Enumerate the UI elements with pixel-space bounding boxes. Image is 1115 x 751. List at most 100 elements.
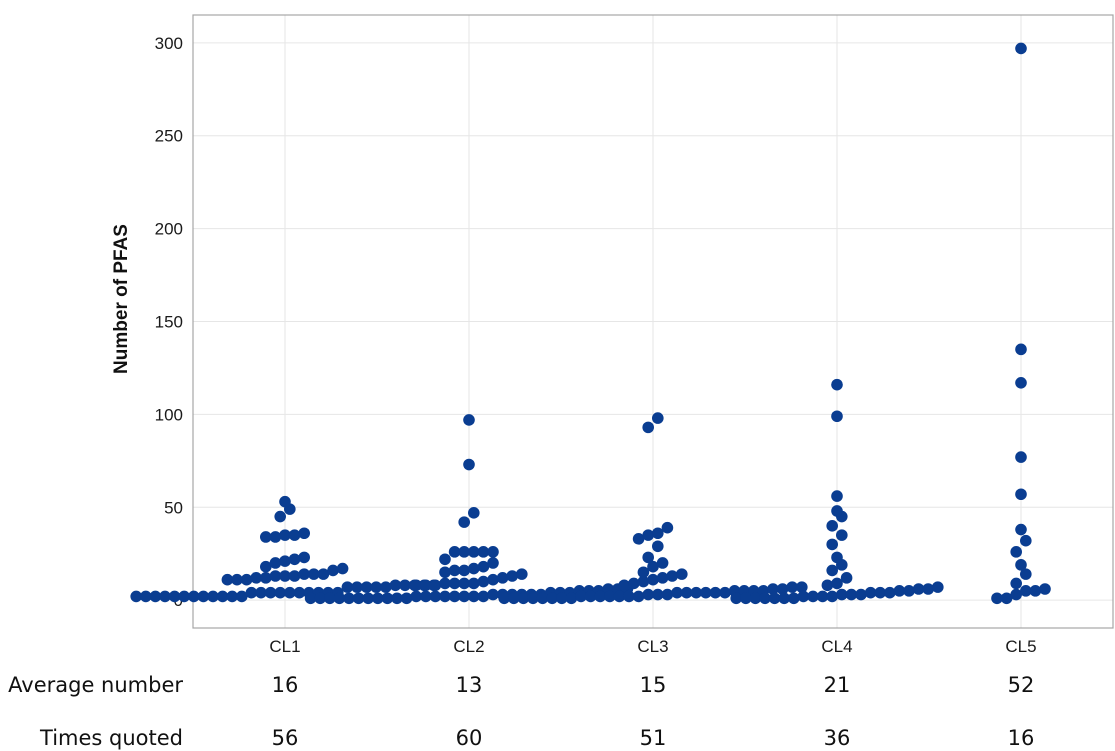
data-point-cl3 bbox=[676, 568, 688, 580]
data-point-cl4 bbox=[912, 583, 925, 595]
data-point-cl1 bbox=[250, 572, 262, 584]
data-point-cl3 bbox=[628, 577, 640, 590]
data-point-cl3 bbox=[661, 588, 674, 601]
data-point-cl5 bbox=[1039, 583, 1051, 595]
data-point-cl5 bbox=[1015, 451, 1027, 463]
data-point-cl5 bbox=[1010, 588, 1022, 601]
data-point-cl3 bbox=[632, 590, 645, 603]
data-point-cl5 bbox=[1029, 585, 1042, 597]
data-point-cl2 bbox=[496, 572, 509, 584]
data-point-cl2 bbox=[458, 516, 471, 528]
data-point-cl3 bbox=[656, 572, 669, 584]
data-point-cl2 bbox=[333, 592, 346, 605]
data-point-cl3 bbox=[666, 570, 678, 582]
data-point-cl2 bbox=[477, 560, 490, 573]
data-point-cl3 bbox=[575, 590, 587, 603]
data-point-cl1 bbox=[298, 568, 311, 580]
data-point-cl2 bbox=[410, 579, 423, 592]
data-point-cl1 bbox=[260, 531, 272, 543]
data-point-cl3 bbox=[652, 540, 664, 553]
data-point-cl4 bbox=[831, 490, 843, 502]
data-point-cl2 bbox=[458, 546, 471, 558]
data-point-cl2 bbox=[458, 577, 471, 590]
data-point-cl5 bbox=[1015, 523, 1027, 536]
data-point-cl4 bbox=[831, 577, 843, 590]
data-point-cl1 bbox=[288, 529, 301, 541]
data-point-cl2 bbox=[477, 575, 490, 588]
data-point-cl2 bbox=[381, 592, 394, 605]
data-point-cl1 bbox=[240, 573, 253, 586]
data-point-cl2 bbox=[468, 546, 480, 558]
data-point-cl2 bbox=[468, 577, 480, 590]
data-point-cl1 bbox=[308, 568, 320, 580]
data-point-cl5 bbox=[1015, 42, 1027, 55]
y-tick-label: 50 bbox=[164, 498, 183, 517]
data-point-cl1 bbox=[399, 579, 411, 592]
data-point-cl1 bbox=[260, 560, 272, 573]
data-point-cl1 bbox=[207, 590, 219, 603]
data-point-cl2 bbox=[420, 579, 432, 592]
data-point-cl1 bbox=[226, 590, 238, 603]
average-number-value: 15 bbox=[640, 673, 667, 697]
data-point-cl1 bbox=[370, 581, 383, 593]
plot-area-frame bbox=[192, 14, 1114, 629]
data-point-cl1 bbox=[298, 551, 311, 564]
y-axis-ticks: 050100150200250300 bbox=[155, 34, 183, 610]
data-point-cl4 bbox=[903, 585, 915, 597]
data-point-cl4 bbox=[826, 564, 838, 577]
data-point-cl5 bbox=[1000, 592, 1013, 605]
data-point-cl4 bbox=[788, 592, 800, 605]
times-quoted-value: 56 bbox=[272, 726, 299, 750]
data-point-cl2 bbox=[314, 592, 327, 605]
data-point-cl4 bbox=[836, 588, 848, 601]
times-quoted-value: 51 bbox=[640, 726, 667, 750]
data-point-cl2 bbox=[487, 573, 499, 586]
data-point-cl1 bbox=[279, 570, 291, 582]
data-point-cl3 bbox=[632, 533, 645, 545]
y-axis-title: Number of PFAS bbox=[111, 224, 132, 374]
average-number-row: 16 13 15 21 52 bbox=[272, 673, 1035, 697]
data-point-cl3 bbox=[637, 566, 650, 579]
data-point-cl2 bbox=[304, 592, 317, 605]
times-quoted-row: 56 60 51 36 16 bbox=[272, 726, 1035, 750]
data-point-cl4 bbox=[831, 551, 843, 564]
data-point-cl1 bbox=[380, 581, 392, 593]
data-point-cl5 bbox=[991, 592, 1003, 605]
data-point-cl3 bbox=[517, 592, 530, 605]
data-point-cl1 bbox=[351, 581, 363, 593]
data-point-cl2 bbox=[372, 592, 384, 605]
data-point-cl1 bbox=[255, 586, 267, 599]
data-point-cl2 bbox=[420, 590, 432, 603]
data-point-cl2 bbox=[463, 414, 475, 426]
data-point-cl2 bbox=[468, 590, 480, 603]
data-point-cl4 bbox=[797, 590, 810, 603]
data-point-cl3 bbox=[594, 590, 606, 603]
average-number-value: 13 bbox=[456, 673, 483, 697]
data-point-cl2 bbox=[439, 553, 451, 566]
data-point-cl4 bbox=[768, 592, 781, 605]
data-point-cl1 bbox=[188, 590, 200, 603]
data-point-cl3 bbox=[776, 583, 789, 595]
data-point-cl3 bbox=[719, 586, 731, 599]
data-point-cl2 bbox=[324, 592, 336, 605]
data-point-cl4 bbox=[826, 538, 838, 551]
data-point-cl1 bbox=[231, 573, 243, 586]
data-point-cl3 bbox=[642, 529, 654, 541]
x-tick-label: CL5 bbox=[1005, 637, 1036, 656]
data-point-cl3 bbox=[652, 527, 664, 540]
data-point-cl1 bbox=[293, 586, 306, 599]
data-point-cl2 bbox=[400, 592, 413, 605]
data-point-cl5 bbox=[1020, 585, 1032, 597]
data-point-cl4 bbox=[840, 572, 853, 584]
y-tick-label: 100 bbox=[155, 405, 183, 424]
data-point-cl2 bbox=[448, 564, 461, 577]
data-point-cl3 bbox=[786, 581, 798, 593]
data-point-cl2 bbox=[439, 590, 451, 603]
data-point-cl2 bbox=[429, 579, 442, 592]
data-point-cl1 bbox=[288, 553, 301, 566]
times-quoted-value: 36 bbox=[824, 726, 851, 750]
data-point-cl1 bbox=[140, 590, 152, 603]
data-point-cl1 bbox=[336, 562, 349, 575]
data-point-cl2 bbox=[487, 588, 499, 601]
